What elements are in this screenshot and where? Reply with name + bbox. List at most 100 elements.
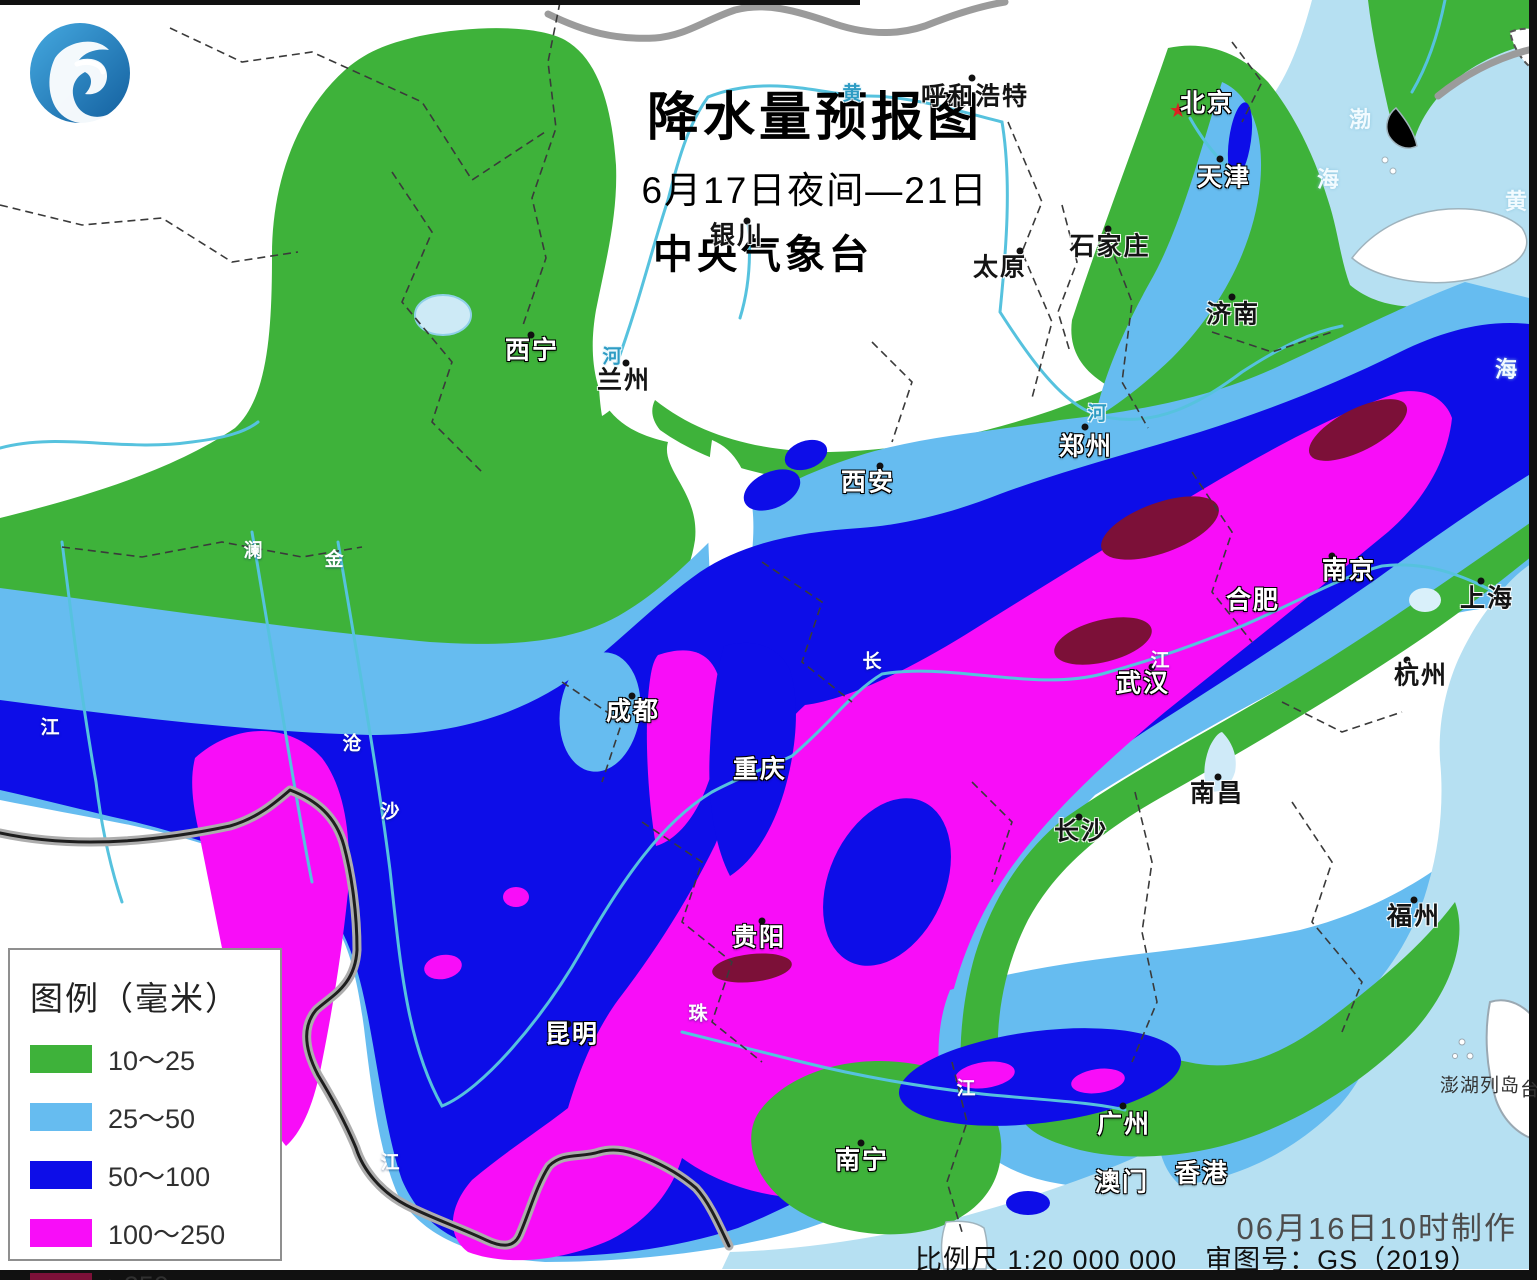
city-label-重庆: 重庆 bbox=[732, 755, 788, 784]
city-label-西安: 西安 bbox=[840, 468, 896, 497]
river-label: 河 bbox=[602, 346, 622, 368]
sea-label: 海 bbox=[1494, 357, 1518, 382]
legend-label: 25～50 bbox=[108, 1104, 196, 1134]
city-label-北京: 北京 bbox=[1179, 89, 1235, 118]
northeast-border bbox=[1434, 44, 1537, 100]
rain-magenta-spot-1 bbox=[503, 887, 529, 907]
frame-right bbox=[1529, 0, 1537, 1280]
taiwan-island bbox=[1485, 999, 1537, 1142]
city-dot bbox=[968, 74, 976, 82]
penghu-island-2 bbox=[1466, 1052, 1474, 1060]
land-bay-lanzhou bbox=[598, 95, 676, 416]
legend-label: 100～250 bbox=[108, 1220, 226, 1250]
legend-label: 10～25 bbox=[108, 1046, 196, 1076]
legend: 图例（毫米） 10～25 25～50 50～100 100～250 >250 bbox=[8, 948, 282, 1280]
river-label: 珠 bbox=[688, 1003, 708, 1025]
rain-magenta-tongue bbox=[646, 650, 722, 846]
river-label: 江 bbox=[1150, 650, 1170, 672]
city-label-呼和浩特: 呼和浩特 bbox=[920, 82, 1030, 111]
yellow-river bbox=[614, 84, 1344, 421]
city-label-西宁: 西宁 bbox=[504, 336, 560, 365]
mongolia-border bbox=[544, 0, 1009, 42]
city-dot bbox=[622, 359, 630, 367]
city-dot bbox=[1016, 247, 1024, 255]
pearl-river bbox=[680, 1030, 1127, 1112]
capital-star-icon: ★ bbox=[1169, 100, 1187, 122]
legend-item: >250 bbox=[30, 1271, 280, 1280]
city-dot bbox=[564, 1020, 572, 1028]
river-label: 江 bbox=[956, 1078, 976, 1100]
tarim-river bbox=[0, 420, 260, 450]
review-number: 审图号：GS（2019）3082号 MESIS3.0 bbox=[1205, 1245, 1479, 1275]
river-label: 澜 bbox=[243, 540, 263, 562]
rain-blue-divider bbox=[709, 642, 796, 876]
rain-blue-spot-1 bbox=[784, 439, 828, 471]
cma-logo-icon bbox=[30, 23, 130, 124]
penghu-island-3 bbox=[1452, 1053, 1458, 1059]
city-label-昆明: 昆明 bbox=[544, 1020, 600, 1049]
city-label-太原: 太原 bbox=[972, 253, 1028, 282]
penghu-island-1 bbox=[1458, 1038, 1466, 1046]
legend-swatch bbox=[30, 1218, 92, 1247]
river-label: 黄 bbox=[842, 83, 862, 105]
city-dot bbox=[1328, 552, 1336, 560]
river-label: 长 bbox=[862, 651, 882, 673]
river-label: 江 bbox=[40, 717, 60, 739]
city-label-兰州: 兰州 bbox=[596, 366, 652, 395]
city-dot bbox=[1104, 225, 1112, 233]
rain-blue-tianjin-sliver bbox=[1227, 102, 1253, 178]
city-label-澳门: 澳门 bbox=[1094, 1168, 1150, 1197]
yangtze-river bbox=[336, 540, 1504, 1108]
issue-time: 06月16日10时制作 bbox=[1236, 1211, 1517, 1246]
city-dot bbox=[1148, 663, 1156, 671]
city-label-石家庄: 石家庄 bbox=[1069, 232, 1151, 261]
leizhou-peninsula bbox=[940, 1220, 989, 1270]
city-dot bbox=[527, 331, 535, 339]
rain-green-southeast-strip bbox=[960, 518, 1537, 1088]
city-dot bbox=[876, 462, 884, 470]
city-markers: ★ bbox=[527, 74, 1485, 1147]
legend-item: 25～50 bbox=[30, 1097, 280, 1136]
river-label: 金 bbox=[324, 549, 344, 571]
city-dot bbox=[758, 917, 766, 925]
rain-green-liaoning bbox=[1368, 0, 1537, 145]
city-label-天津: 天津 bbox=[1196, 163, 1252, 192]
city-dot bbox=[1119, 1102, 1127, 1110]
island-dot-1 bbox=[1381, 156, 1389, 164]
city-label-上海: 上海 bbox=[1459, 584, 1515, 613]
legend-item: 10～25 bbox=[30, 1039, 280, 1078]
city-label-济南: 济南 bbox=[1205, 300, 1261, 329]
legend-label: 50～100 bbox=[108, 1162, 211, 1192]
city-dot bbox=[743, 217, 751, 225]
city-dot bbox=[1075, 813, 1083, 821]
forecast-period: 6月17日夜间—21日 bbox=[641, 170, 989, 211]
rain-green-northwest bbox=[0, 28, 696, 659]
legend-item: 100～250 bbox=[30, 1213, 280, 1252]
city-label-郑州: 郑州 bbox=[1058, 432, 1114, 461]
southwest-border bbox=[0, 788, 731, 1248]
city-dot bbox=[1216, 155, 1224, 163]
city-label-合肥: 合肥 bbox=[1225, 586, 1281, 615]
city-label-成都: 成都 bbox=[605, 697, 661, 726]
island-dot-2 bbox=[1389, 167, 1397, 175]
rain-magenta-south-1 bbox=[955, 1061, 1015, 1089]
city-label-武汉: 武汉 bbox=[1115, 669, 1171, 698]
rain-darkred-guizhou bbox=[712, 953, 792, 983]
rain-blue-south-band bbox=[898, 1028, 1182, 1126]
city-dot bbox=[1081, 423, 1089, 431]
legend-swatch bbox=[30, 1272, 92, 1280]
rain-lightblue-patch-chengdu bbox=[559, 652, 641, 772]
qinghai-lake bbox=[414, 294, 472, 336]
rivers bbox=[0, 0, 1504, 1112]
liaodong-tip bbox=[1386, 106, 1418, 149]
city-label-杭州: 杭州 bbox=[1393, 661, 1449, 690]
liao-river bbox=[1410, 0, 1447, 94]
city-dot bbox=[1410, 896, 1418, 904]
rain-magenta-main-band bbox=[452, 391, 1452, 1261]
city-label-贵阳: 贵阳 bbox=[731, 923, 787, 952]
scale-text: 比例尺 1:20 000 000 bbox=[915, 1245, 1178, 1275]
country-borders bbox=[0, 0, 1537, 1251]
city-dot bbox=[628, 692, 636, 700]
city-dot bbox=[1403, 656, 1411, 664]
